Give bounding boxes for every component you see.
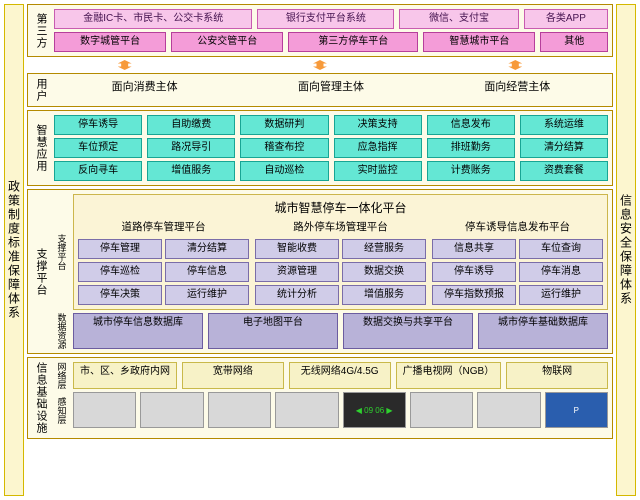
support-box: 停车信息 bbox=[165, 262, 249, 282]
support-box: 清分结算 bbox=[165, 239, 249, 259]
left-pillar: 政策制度标准保障体系 bbox=[4, 4, 24, 496]
db-box: 城市停车基础数据库 bbox=[478, 313, 608, 349]
sense-device bbox=[477, 392, 540, 428]
app-box: 系统运维 bbox=[520, 115, 608, 135]
user-text: 面向经营主体 bbox=[427, 78, 608, 94]
support-box: 运行维护 bbox=[519, 285, 603, 305]
label-third-party: 第三方 bbox=[32, 9, 50, 52]
user-text: 面向消费主体 bbox=[54, 78, 235, 94]
app-box: 稽查布控 bbox=[240, 138, 328, 158]
app-box: 实时监控 bbox=[334, 161, 422, 181]
app-box: 车位预定 bbox=[54, 138, 142, 158]
app-box: 信息发布 bbox=[427, 115, 515, 135]
db-box: 城市停车信息数据库 bbox=[73, 313, 203, 349]
right-pillar: 信息安全保障体系 bbox=[616, 4, 636, 496]
tp-box: 各类APP bbox=[524, 9, 608, 29]
double-arrow-icon bbox=[118, 60, 132, 70]
tp-box: 智慧城市平台 bbox=[423, 32, 535, 52]
support-box: 经营服务 bbox=[342, 239, 426, 259]
net-box: 物联网 bbox=[506, 362, 608, 389]
label-app: 智慧应用 bbox=[32, 115, 50, 181]
support-box: 停车巡检 bbox=[78, 262, 162, 282]
tp-box: 数字城管平台 bbox=[54, 32, 166, 52]
app-box: 数据研判 bbox=[240, 115, 328, 135]
app-box: 资费套餐 bbox=[520, 161, 608, 181]
sense-device: P bbox=[545, 392, 608, 428]
tp-box: 第三方停车平台 bbox=[288, 32, 418, 52]
double-arrow-icon bbox=[508, 60, 522, 70]
sense-device bbox=[73, 392, 136, 428]
section-infra: 信息基础设施 网络层 市、区、乡政府内网宽带网络无线网络4G/4.5G广播电视网… bbox=[27, 357, 613, 439]
app-box: 决策支持 bbox=[334, 115, 422, 135]
section-user: 用户 面向消费主体 面向管理主体 面向经营主体 bbox=[27, 73, 613, 107]
app-box: 计费账务 bbox=[427, 161, 515, 181]
tp-box: 其他 bbox=[540, 32, 608, 52]
support-box: 数据交换 bbox=[342, 262, 426, 282]
sublabel-net: 网络层 bbox=[54, 362, 70, 389]
net-box: 宽带网络 bbox=[182, 362, 284, 389]
app-box: 反向寻车 bbox=[54, 161, 142, 181]
net-box: 无线网络4G/4.5G bbox=[289, 362, 391, 389]
section-app: 智慧应用 停车诱导自助缴费数据研判决策支持信息发布系统运维车位预定路况导引稽查布… bbox=[27, 110, 613, 186]
db-box: 电子地图平台 bbox=[208, 313, 338, 349]
support-box: 资源管理 bbox=[255, 262, 339, 282]
label-infra: 信息基础设施 bbox=[32, 362, 50, 434]
main-column: 第三方 金融IC卡、市民卡、公交卡系统 银行支付平台系统 微信、支付宝 各类AP… bbox=[27, 4, 613, 496]
section-third-party: 第三方 金融IC卡、市民卡、公交卡系统 银行支付平台系统 微信、支付宝 各类AP… bbox=[27, 4, 613, 57]
sublabel-data: 数据资源 bbox=[54, 313, 70, 349]
app-box: 路况导引 bbox=[147, 138, 235, 158]
net-box: 市、区、乡政府内网 bbox=[73, 362, 177, 389]
support-col-title: 道路停车管理平台 bbox=[78, 219, 249, 234]
sense-device bbox=[275, 392, 338, 428]
label-user: 用户 bbox=[32, 78, 50, 102]
support-box: 运行维护 bbox=[165, 285, 249, 305]
app-box: 停车诱导 bbox=[54, 115, 142, 135]
support-col-title: 路外停车场管理平台 bbox=[255, 219, 426, 234]
tp-box: 微信、支付宝 bbox=[399, 9, 518, 29]
tp-box: 公安交管平台 bbox=[171, 32, 283, 52]
sublabel-support: 支撑平台 bbox=[54, 194, 70, 310]
app-box: 自助缴费 bbox=[147, 115, 235, 135]
sense-device bbox=[410, 392, 473, 428]
double-arrow-icon bbox=[313, 60, 327, 70]
user-text: 面向管理主体 bbox=[240, 78, 421, 94]
app-box: 增值服务 bbox=[147, 161, 235, 181]
app-box: 排班勤务 bbox=[427, 138, 515, 158]
platform-panel: 城市智慧停车一体化平台 道路停车管理平台停车管理清分结算停车巡检停车信息停车决策… bbox=[73, 194, 608, 310]
sense-device bbox=[140, 392, 203, 428]
tp-box: 银行支付平台系统 bbox=[257, 9, 394, 29]
platform-title: 城市智慧停车一体化平台 bbox=[78, 199, 603, 216]
support-box: 停车指数预报 bbox=[432, 285, 516, 305]
tp-box: 金融IC卡、市民卡、公交卡系统 bbox=[54, 9, 252, 29]
support-box: 停车诱导 bbox=[432, 262, 516, 282]
support-box: 智能收费 bbox=[255, 239, 339, 259]
support-box: 信息共享 bbox=[432, 239, 516, 259]
app-box: 应急指挥 bbox=[334, 138, 422, 158]
db-box: 数据交换与共享平台 bbox=[343, 313, 473, 349]
app-box: 清分结算 bbox=[520, 138, 608, 158]
support-box: 统计分析 bbox=[255, 285, 339, 305]
section-support: 支撑平台 支撑平台 城市智慧停车一体化平台 道路停车管理平台停车管理清分结算停车… bbox=[27, 189, 613, 354]
app-box: 自动巡检 bbox=[240, 161, 328, 181]
support-box: 停车消息 bbox=[519, 262, 603, 282]
support-box: 增值服务 bbox=[342, 285, 426, 305]
sublabel-sense: 感知层 bbox=[54, 392, 70, 428]
support-box: 停车决策 bbox=[78, 285, 162, 305]
arrow-row bbox=[27, 60, 613, 70]
support-col-title: 停车诱导信息发布平台 bbox=[432, 219, 603, 234]
net-box: 广播电视网（NGB） bbox=[396, 362, 502, 389]
label-support: 支撑平台 bbox=[32, 194, 50, 349]
sense-device bbox=[208, 392, 271, 428]
sense-device: ◀ 09 06 ▶ bbox=[343, 392, 406, 428]
support-box: 车位查询 bbox=[519, 239, 603, 259]
support-box: 停车管理 bbox=[78, 239, 162, 259]
